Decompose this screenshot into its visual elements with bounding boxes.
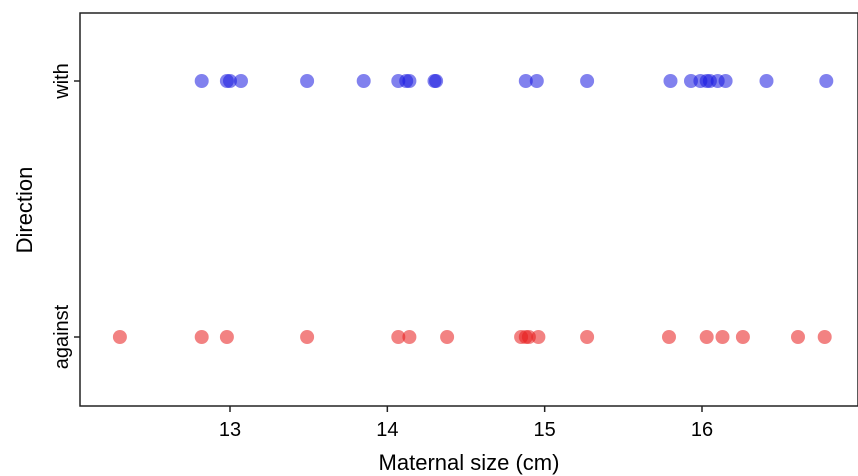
plot-panel-border [79, 12, 858, 407]
y-axis-title: Direction [12, 167, 37, 254]
point-against-0 [112, 330, 127, 344]
point-with-20 [718, 74, 733, 88]
x-tick-label-15: 15 [534, 419, 556, 441]
point-against-17 [817, 330, 832, 344]
point-with-10 [429, 74, 444, 88]
point-against-1 [194, 330, 209, 344]
point-with-13 [580, 74, 595, 88]
point-with-5 [356, 74, 371, 88]
point-with-11 [518, 74, 533, 88]
x-tick-label-14: 14 [376, 419, 398, 441]
point-with-4 [300, 74, 315, 88]
x-tick-label-16: 16 [691, 419, 713, 441]
point-against-12 [662, 330, 676, 344]
axis-layer: 13 14 15 16 against with [51, 63, 713, 441]
point-against-6 [440, 330, 455, 344]
point-against-10 [531, 330, 546, 344]
marks-layer [112, 74, 834, 344]
point-against-2 [219, 330, 234, 344]
y-tick-label-with: with [51, 63, 73, 100]
y-tick-label-against: against [51, 304, 73, 369]
point-against-14 [715, 330, 730, 344]
point-with-21 [759, 74, 774, 88]
point-with-3 [234, 74, 248, 88]
point-against-15 [735, 330, 750, 344]
point-with-8 [402, 74, 417, 88]
point-with-14 [663, 74, 678, 88]
point-against-16 [791, 330, 805, 344]
x-tick-label-13: 13 [219, 419, 241, 441]
point-against-5 [402, 330, 417, 344]
point-against-3 [300, 330, 315, 344]
point-with-2 [223, 74, 237, 88]
point-with-12 [529, 74, 544, 88]
point-with-0 [194, 74, 209, 88]
point-against-4 [391, 330, 406, 344]
point-with-22 [819, 74, 834, 88]
point-against-11 [580, 330, 595, 344]
x-axis-title: Maternal size (cm) [379, 450, 560, 475]
point-against-13 [699, 330, 714, 344]
